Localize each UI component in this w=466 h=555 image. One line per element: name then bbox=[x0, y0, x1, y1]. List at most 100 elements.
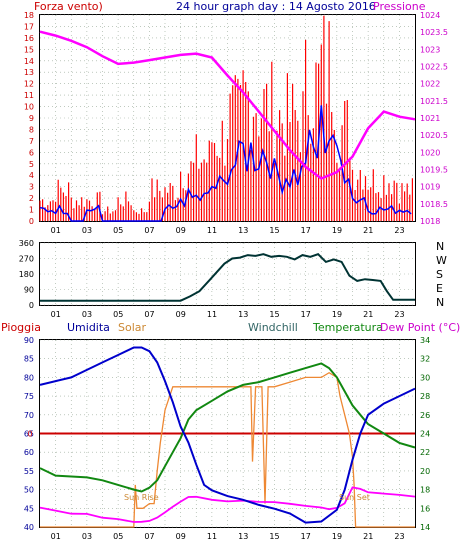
y2-tick-label-temperature: 20 bbox=[420, 467, 430, 476]
y-tick-label-humidity: 70 bbox=[24, 411, 34, 420]
x-tick-label: 11 bbox=[207, 532, 217, 541]
x-tick-label: 17 bbox=[301, 310, 311, 319]
legend-dewpoint: Dew Point (°C) bbox=[380, 321, 460, 334]
x-tick-label: 23 bbox=[394, 532, 404, 541]
series-wind-gust bbox=[39, 15, 413, 221]
y-tick-label-direction: 360 bbox=[19, 239, 34, 248]
y-tick-label-humidity: 55 bbox=[24, 467, 34, 476]
dir-label-n1: N bbox=[436, 240, 444, 253]
y-tick-label-humidity: 85 bbox=[24, 355, 34, 364]
x-tick-label: 15 bbox=[269, 226, 279, 235]
x-tick-label: 07 bbox=[144, 226, 154, 235]
y2-tick-label-pressure: 1021 bbox=[420, 114, 440, 123]
y-tick-label-wind: 9 bbox=[29, 114, 34, 123]
x-tick-label: 19 bbox=[332, 226, 342, 235]
sunrise-label: Sun Rise bbox=[124, 493, 159, 502]
y-tick-label-wind: 13 bbox=[24, 68, 34, 77]
y-tick-label-wind: 0 bbox=[29, 217, 34, 226]
x-tick-label: 23 bbox=[394, 226, 404, 235]
dir-label-n2: N bbox=[436, 296, 444, 309]
x-tick-label: 03 bbox=[82, 226, 92, 235]
y-tick-label-wind: 1 bbox=[29, 206, 34, 215]
legend-windchill: Windchill bbox=[248, 321, 298, 334]
x-tick-label: 09 bbox=[176, 532, 186, 541]
y2-tick-label-temperature: 28 bbox=[420, 392, 430, 401]
y-tick-label-humidity: 60 bbox=[24, 448, 34, 457]
y2-tick-label-pressure: 1018 bbox=[420, 217, 440, 226]
series-wind-average bbox=[39, 105, 412, 222]
series-solar bbox=[40, 371, 415, 528]
dir-label-e: E bbox=[436, 282, 443, 295]
y-tick-label-humidity: 75 bbox=[24, 392, 34, 401]
x-tick-label: 05 bbox=[113, 226, 123, 235]
y-tick-label-wind: 14 bbox=[24, 57, 34, 66]
x-tick-label: 21 bbox=[363, 310, 373, 319]
sunset-label: Sun Set bbox=[339, 493, 370, 502]
dir-label-w: W bbox=[436, 254, 447, 267]
y-tick-label-direction: 90 bbox=[24, 286, 34, 295]
y-tick-label-wind: 6 bbox=[29, 148, 34, 157]
series-temperature bbox=[39, 362, 416, 493]
x-tick-label: 13 bbox=[238, 226, 248, 235]
y-tick-label-wind: 17 bbox=[24, 22, 34, 31]
x-tick-label: 13 bbox=[238, 532, 248, 541]
panel-wind bbox=[39, 14, 416, 222]
y2-tick-label-temperature: 24 bbox=[420, 430, 430, 439]
x-tick-label: 01 bbox=[51, 226, 61, 235]
y2-tick-label-temperature: 26 bbox=[420, 411, 430, 420]
y2-tick-label-pressure: 1020.5 bbox=[420, 131, 448, 140]
x-tick-label: 23 bbox=[394, 310, 404, 319]
y-tick-label-wind: 11 bbox=[24, 91, 34, 100]
series-humidity bbox=[39, 346, 416, 524]
y2-tick-label-pressure: 1022.5 bbox=[420, 63, 448, 72]
y-tick-label-direction: 0 bbox=[29, 301, 34, 310]
x-tick-label: 21 bbox=[363, 532, 373, 541]
y-tick-label-wind: 3 bbox=[29, 183, 34, 192]
x-tick-label: 07 bbox=[144, 532, 154, 541]
y-tick-label-wind: 15 bbox=[24, 45, 34, 54]
x-tick-label: 13 bbox=[238, 310, 248, 319]
y-tick-label-humidity: 90 bbox=[24, 336, 34, 345]
x-tick-label: 07 bbox=[144, 310, 154, 319]
legend-pioggia: Pioggia bbox=[1, 321, 41, 334]
y2-tick-label-pressure: 1018.5 bbox=[420, 200, 448, 209]
y-tick-label-humidity: 50 bbox=[24, 486, 34, 495]
x-tick-label: 19 bbox=[332, 310, 342, 319]
y-tick-label-wind: 10 bbox=[24, 103, 34, 112]
x-tick-label: 01 bbox=[51, 310, 61, 319]
y2-tick-label-pressure: 1019 bbox=[420, 183, 440, 192]
x-tick-label: 05 bbox=[113, 532, 123, 541]
panel-direction bbox=[39, 242, 416, 306]
y-tick-label-direction: 180 bbox=[19, 270, 34, 279]
x-tick-label: 03 bbox=[82, 532, 92, 541]
direction-grid bbox=[40, 242, 415, 306]
y-tick-label-wind: 12 bbox=[24, 80, 34, 89]
x-tick-label: 17 bbox=[301, 532, 311, 541]
x-tick-label: 11 bbox=[207, 226, 217, 235]
series-pressure bbox=[39, 30, 416, 180]
rain-zero-label: 0 bbox=[27, 430, 32, 439]
left-axis-label: Forza vento) bbox=[34, 0, 103, 13]
y-tick-label-humidity: 40 bbox=[24, 523, 34, 532]
y2-tick-label-temperature: 34 bbox=[420, 336, 430, 345]
dir-label-s: S bbox=[436, 268, 443, 281]
y2-tick-label-temperature: 18 bbox=[420, 486, 430, 495]
series-dewpoint bbox=[39, 486, 416, 523]
x-tick-label: 03 bbox=[82, 310, 92, 319]
y-tick-label-wind: 2 bbox=[29, 194, 34, 203]
y2-tick-label-temperature: 14 bbox=[420, 523, 430, 532]
y-tick-label-humidity: 45 bbox=[24, 504, 34, 513]
y2-tick-label-pressure: 1022 bbox=[420, 80, 440, 89]
y-tick-label-direction: 270 bbox=[19, 255, 34, 264]
y2-tick-label-pressure: 1024 bbox=[420, 11, 440, 20]
y-tick-label-wind: 8 bbox=[29, 125, 34, 134]
series-wind-direction bbox=[40, 253, 415, 302]
y-tick-label-wind: 4 bbox=[29, 171, 34, 180]
y2-tick-label-temperature: 22 bbox=[420, 448, 430, 457]
x-tick-label: 17 bbox=[301, 226, 311, 235]
x-tick-label: 09 bbox=[176, 226, 186, 235]
x-tick-label: 09 bbox=[176, 310, 186, 319]
x-tick-label: 21 bbox=[363, 226, 373, 235]
